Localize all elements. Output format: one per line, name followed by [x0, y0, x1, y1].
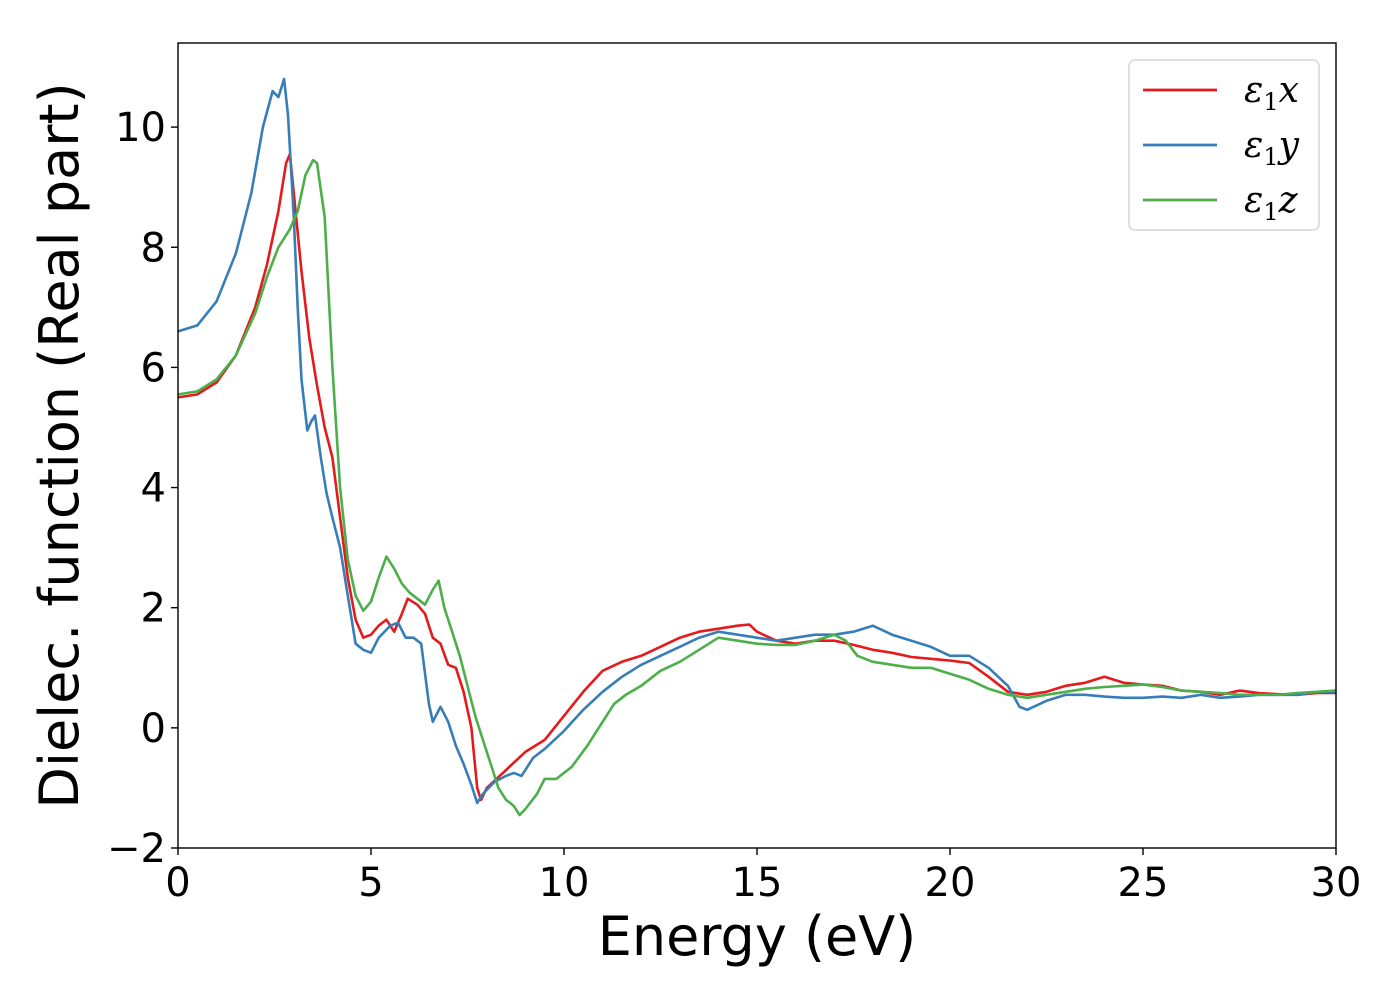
- y-tick-label: 10: [115, 105, 166, 151]
- x-tick-label: 15: [732, 860, 783, 906]
- y-axis-label: Dielec. function (Real part): [28, 82, 91, 808]
- legend-label-x: ε1x: [1244, 70, 1299, 116]
- x-tick-label: 30: [1311, 860, 1362, 906]
- y-tick-label: 4: [141, 466, 166, 512]
- legend-label-z: ε1z: [1244, 180, 1299, 226]
- legend-label-y: ε1y: [1244, 125, 1300, 171]
- series-line-z: [178, 158, 1336, 817]
- x-tick-label: 0: [165, 860, 190, 906]
- legend: ε1x ε1y ε1z: [1128, 59, 1320, 231]
- series-line-x: [178, 152, 1336, 802]
- x-axis-label: Energy (eV): [598, 905, 917, 968]
- y-tick-label: −2: [107, 826, 166, 872]
- y-tick-label: 8: [141, 225, 166, 271]
- y-tick-label: 0: [141, 706, 166, 752]
- x-tick-label: 10: [539, 860, 590, 906]
- series-layer: [178, 77, 1336, 817]
- x-tick-label: 25: [1118, 860, 1169, 906]
- y-tick-label: 6: [141, 345, 166, 391]
- series-line-y: [178, 77, 1336, 805]
- legend-box: [1128, 59, 1320, 231]
- x-tick-label: 5: [358, 860, 383, 906]
- x-tick-label: 20: [925, 860, 976, 906]
- y-tick-label: 2: [141, 586, 166, 632]
